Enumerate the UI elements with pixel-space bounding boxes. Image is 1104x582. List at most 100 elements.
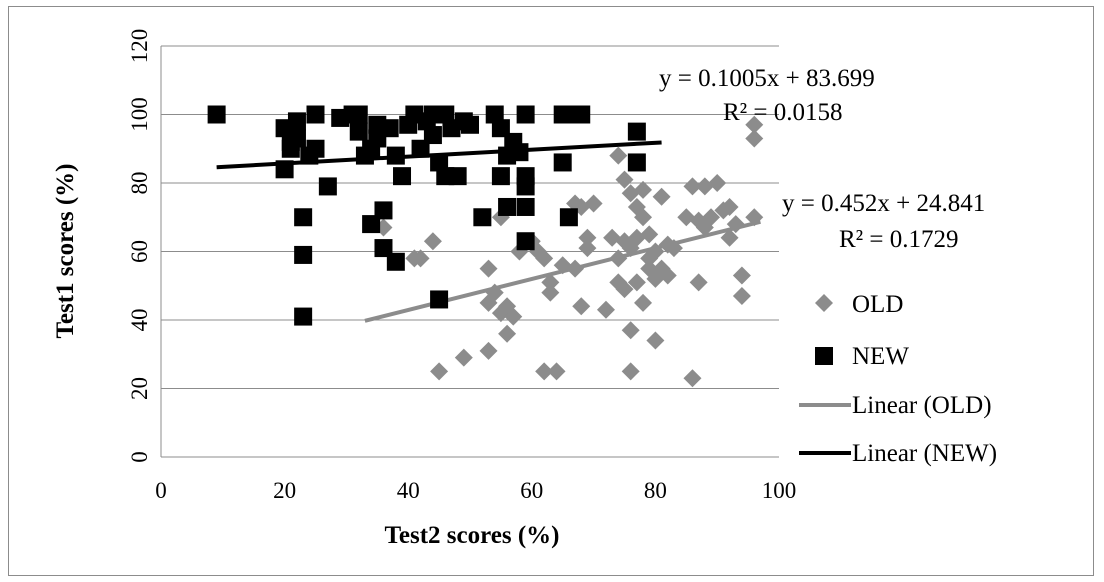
point-old	[683, 177, 702, 196]
point-new	[306, 105, 325, 124]
legend-label-linear-old: Linear (OLD)	[852, 392, 992, 419]
point-old	[479, 341, 498, 360]
point-new	[380, 119, 399, 138]
point-old	[578, 228, 597, 247]
point-old	[720, 228, 739, 247]
point-old	[423, 232, 442, 251]
scatter-chart: 0 20 40 60 80 100 120 0 20 40 60 80 100 Test2 scores…	[52, 29, 997, 549]
point-old	[572, 297, 591, 316]
point-new	[516, 197, 535, 216]
point-new	[287, 129, 306, 148]
point-old	[664, 239, 683, 258]
point-old	[535, 249, 554, 268]
point-new	[436, 105, 455, 124]
point-old	[479, 259, 498, 278]
point-new	[572, 105, 591, 124]
point-new	[491, 167, 510, 186]
point-new	[294, 245, 313, 264]
legend-item-new: NEW	[815, 343, 909, 370]
y-tick-label: 40	[127, 309, 152, 332]
point-new	[294, 307, 313, 326]
y-tick-label: 80	[127, 172, 152, 195]
legend-item-linear-new: Linear (NEW)	[799, 440, 997, 467]
point-old	[634, 293, 653, 312]
legend: OLD NEW Linear (OLD) Linear (NEW)	[799, 291, 997, 467]
point-old	[578, 239, 597, 258]
point-new	[516, 177, 535, 196]
point-old	[646, 242, 665, 261]
point-old	[683, 369, 702, 388]
point-old	[745, 208, 764, 227]
point-new	[627, 153, 646, 172]
x-tick-label: 20	[273, 478, 296, 503]
point-old	[596, 300, 615, 319]
point-old	[541, 283, 560, 302]
y-tick-label: 20	[127, 377, 152, 400]
point-new	[553, 153, 572, 172]
point-old	[566, 259, 585, 278]
point-new	[362, 215, 381, 234]
point-old	[732, 287, 751, 306]
point-new	[275, 160, 294, 179]
point-old	[708, 174, 727, 192]
point-old	[584, 194, 603, 213]
point-new	[498, 197, 517, 216]
x-tick-label: 80	[644, 478, 667, 503]
point-new	[559, 208, 578, 227]
chart-frame: 0 20 40 60 80 100 120 0 20 40 60 80 100 Test2 scores…	[8, 6, 1094, 576]
legend-item-linear-old: Linear (OLD)	[799, 392, 992, 419]
new-trend-r2: R² = 0.0158	[723, 99, 843, 126]
point-new	[485, 105, 504, 124]
y-tick-label: 0	[127, 451, 152, 463]
point-new	[430, 290, 449, 309]
point-new	[294, 208, 313, 227]
legend-label-new: NEW	[852, 343, 909, 370]
point-new	[510, 143, 529, 162]
point-old	[646, 331, 665, 350]
point-new	[318, 177, 337, 196]
point-old	[609, 249, 628, 268]
point-old	[615, 170, 634, 189]
point-new	[374, 239, 393, 258]
point-old	[634, 208, 653, 227]
point-old	[547, 362, 566, 381]
axes: 0 20 40 60 80 100 120 0 20 40 60 80 100	[127, 29, 796, 503]
point-new	[287, 112, 306, 131]
x-tick-label: 0	[155, 478, 167, 503]
point-new	[516, 105, 535, 124]
point-old	[745, 115, 764, 134]
point-old	[732, 266, 751, 285]
y-tick-label: 60	[127, 240, 152, 263]
point-old	[498, 324, 517, 343]
point-new	[386, 252, 405, 271]
legend-new-square-icon	[815, 347, 833, 365]
point-old	[454, 348, 473, 367]
point-new	[448, 167, 467, 186]
old-trend-r2: R² = 0.1729	[839, 226, 959, 253]
point-old	[535, 362, 554, 381]
point-old	[621, 362, 640, 381]
x-tick-label: 100	[762, 478, 797, 503]
point-old	[621, 321, 640, 340]
point-old	[640, 225, 659, 244]
y-tick-label: 100	[127, 97, 152, 132]
point-old	[726, 215, 745, 234]
point-new	[627, 122, 646, 141]
point-old	[485, 283, 504, 302]
point-new	[306, 139, 325, 158]
point-old	[627, 273, 646, 292]
x-tick-label: 40	[397, 478, 420, 503]
point-old	[541, 273, 560, 292]
x-axis-title: Test2 scores (%)	[385, 522, 560, 549]
point-old	[615, 280, 634, 299]
y-axis-title: Test1 scores (%)	[52, 164, 79, 339]
y-tick-label: 120	[127, 29, 152, 64]
legend-label-linear-new: Linear (NEW)	[852, 440, 997, 467]
point-new	[411, 139, 430, 158]
point-new	[349, 105, 368, 124]
legend-label-old: OLD	[852, 291, 903, 318]
point-new	[473, 208, 492, 227]
point-new	[430, 153, 449, 172]
point-new	[461, 115, 479, 134]
point-old	[609, 146, 628, 165]
